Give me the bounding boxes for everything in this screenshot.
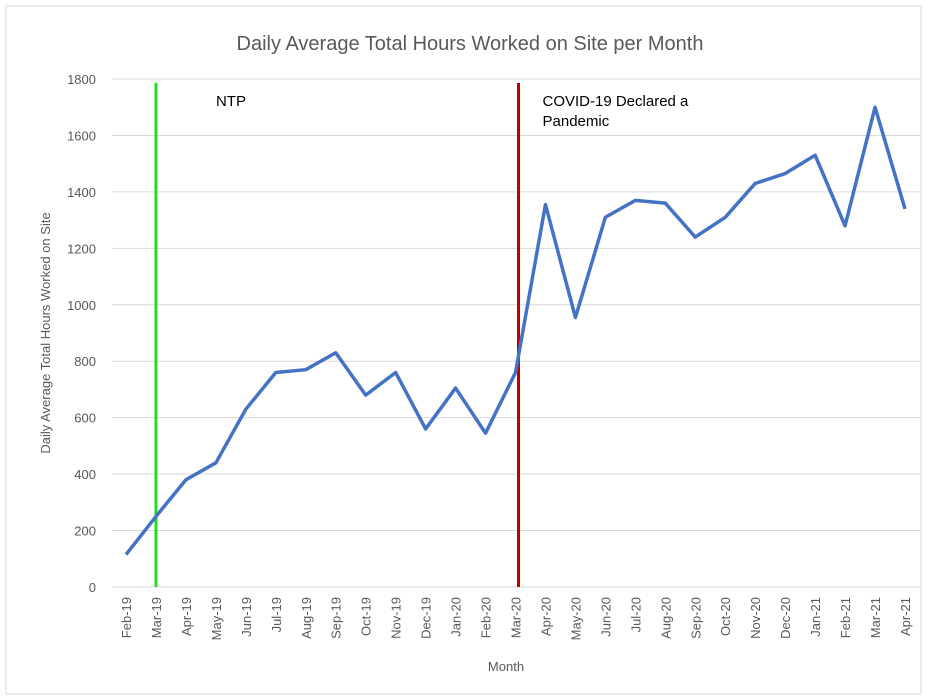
y-axis-title: Daily Average Total Hours Worked on Site <box>38 212 53 453</box>
annotation-text: Pandemic <box>543 113 610 130</box>
x-tick-label: Jul-19 <box>269 597 284 632</box>
x-tick-label: Feb-19 <box>119 597 134 638</box>
y-tick-label: 1200 <box>67 241 96 256</box>
chart-title: Daily Average Total Hours Worked on Site… <box>237 33 704 55</box>
x-tick-label: Feb-21 <box>838 597 853 638</box>
y-tick-label: 1800 <box>67 72 96 87</box>
x-tick-label: Apr-20 <box>538 597 553 636</box>
x-tick-label: Apr-21 <box>898 597 913 636</box>
chart-frame <box>5 5 922 695</box>
y-tick-label: 800 <box>74 354 96 369</box>
y-tick-label: 1400 <box>67 185 96 200</box>
x-tick-label: Aug-19 <box>299 597 314 639</box>
x-tick-label: Aug-20 <box>658 597 673 639</box>
x-tick-label: Sep-19 <box>329 597 344 639</box>
x-tick-label: May-19 <box>209 597 224 640</box>
x-tick-label: May-20 <box>568 597 583 640</box>
x-tick-label: Dec-19 <box>419 597 434 639</box>
x-axis-title: Month <box>488 659 524 674</box>
x-tick-label: Mar-21 <box>868 597 883 638</box>
x-tick-label: Oct-20 <box>718 597 733 636</box>
x-tick-label: Oct-19 <box>359 597 374 636</box>
x-tick-label: Jul-20 <box>628 597 643 632</box>
x-tick-label: Nov-20 <box>748 597 763 639</box>
y-tick-label: 1000 <box>67 298 96 313</box>
x-tick-label: Jan-21 <box>808 597 823 637</box>
x-tick-label: Apr-19 <box>179 597 194 636</box>
x-tick-label: Jun-19 <box>239 597 254 637</box>
data-line <box>124 105 907 556</box>
x-tick-label: Jun-20 <box>598 597 613 637</box>
x-tick-label: Nov-19 <box>389 597 404 639</box>
annotation-text: NTP <box>216 93 246 110</box>
x-tick-label: Dec-20 <box>778 597 793 639</box>
annotation-text: COVID-19 Declared a <box>543 93 690 110</box>
x-tick-label: Feb-20 <box>479 597 494 638</box>
x-tick-label: Jan-20 <box>449 597 464 637</box>
x-tick-label: Mar-19 <box>149 597 164 638</box>
y-tick-label: 200 <box>74 524 96 539</box>
y-tick-label: 400 <box>74 467 96 482</box>
y-tick-label: 600 <box>74 411 96 426</box>
x-tick-label: Sep-20 <box>688 597 703 639</box>
y-tick-label: 1600 <box>67 128 96 143</box>
y-tick-label: 0 <box>89 580 96 595</box>
x-tick-label: Mar-20 <box>509 597 524 638</box>
